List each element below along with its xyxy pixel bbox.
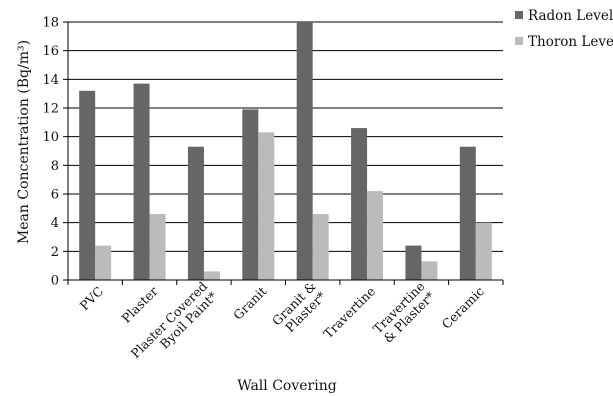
x-axis-title: Wall Covering <box>237 378 336 394</box>
legend: Radon Level Thoron Level <box>515 8 613 50</box>
bar-thoron-level <box>203 271 220 280</box>
legend-label: Thoron Level <box>528 34 613 50</box>
bar-thoron-level <box>258 132 275 280</box>
y-tick-label: 10 <box>42 130 59 145</box>
x-tick-label: Plaster <box>118 283 160 325</box>
bar-radon-level <box>405 245 422 280</box>
bar-radon-level <box>459 146 476 280</box>
bar-thoron-level <box>95 245 112 280</box>
bar-thoron-level <box>475 222 492 280</box>
x-tick-label-line: Plaster <box>118 283 160 325</box>
bar-thoron-level <box>312 214 329 280</box>
bar-thoron-level <box>367 191 384 280</box>
y-axis-title: Mean Concentration (Bq/m³) <box>16 40 32 244</box>
y-tick-label: 12 <box>42 102 59 117</box>
bar-radon-level <box>242 109 259 280</box>
x-tick-label-line: Ceramic <box>439 284 487 332</box>
bars <box>79 22 492 280</box>
y-axis: 0 2 4 6 8 10 12 14 16 18 <box>42 16 69 289</box>
y-tick-label: 8 <box>51 159 59 174</box>
x-tick-label: Granit &Plaster* <box>269 278 329 338</box>
bar-thoron-level <box>421 261 438 280</box>
bar-radon-level <box>133 83 150 280</box>
x-tick-label: Travertine <box>320 284 378 342</box>
y-tick-label: 0 <box>51 274 59 289</box>
bar-radon-level <box>296 22 313 280</box>
legend-swatch <box>515 37 523 45</box>
x-tick-label-line: PVC <box>77 284 107 314</box>
legend-label: Radon Level <box>528 8 613 24</box>
y-tick-label: 14 <box>42 73 59 88</box>
bar-thoron-level <box>149 214 166 280</box>
x-tick-label-line: Granit <box>230 284 269 323</box>
x-tick-label: Travertine& Plaster* <box>370 278 438 346</box>
x-tick-label: Ceramic <box>439 284 487 332</box>
bar-radon-level <box>79 90 96 280</box>
y-tick-label: 18 <box>42 16 59 31</box>
x-tick-label: PVC <box>77 284 107 314</box>
legend-swatch <box>515 11 523 19</box>
y-tick-label: 16 <box>42 44 59 59</box>
y-tick-label: 6 <box>51 188 59 203</box>
y-tick-label: 2 <box>51 245 59 260</box>
x-tick-label: Granit <box>230 284 269 323</box>
gridlines <box>68 21 503 281</box>
x-tick-label-line: Travertine <box>320 284 378 342</box>
y-tick-label: 4 <box>51 216 59 231</box>
bar-radon-level <box>187 146 204 280</box>
bar-radon-level <box>351 128 368 280</box>
